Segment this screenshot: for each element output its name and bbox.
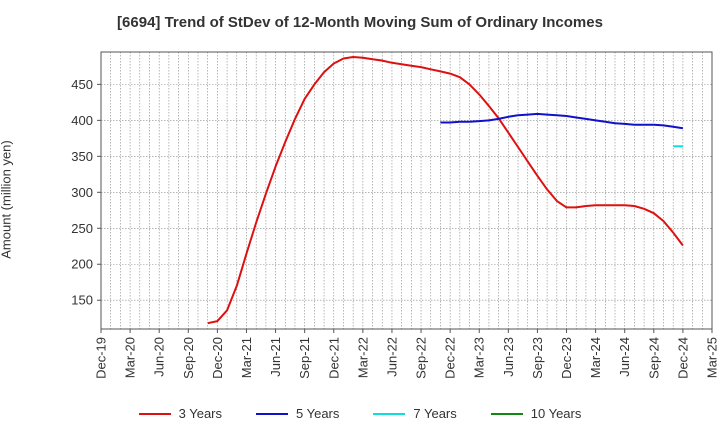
x-tick-label: Mar-23 [472,337,487,378]
legend-label: 10 Years [530,406,582,421]
y-tick-label: 300 [71,185,93,200]
legend-item-10-years: 10 Years [490,406,582,421]
x-tick-label: Jun-22 [384,337,399,377]
x-tick-label: Sep-23 [530,337,545,379]
chart-title: [6694] Trend of StDev of 12-Month Moving… [117,14,603,31]
y-tick-label: 200 [71,257,93,272]
x-tick-label: Sep-24 [646,337,661,379]
legend-item-3-years: 3 Years [138,406,222,421]
legend-swatch [373,412,406,415]
legend-label: 5 Years [296,406,340,421]
y-tick-label: 450 [71,77,93,92]
legend-item-5-years: 5 Years [256,406,339,421]
x-tick-label: Jun-21 [268,337,283,377]
y-tick-label: 400 [71,113,93,128]
x-tick-label: Mar-24 [588,337,603,378]
x-tick-label: Sep-21 [297,337,312,379]
x-tick-label: Mar-20 [123,337,138,378]
x-tick-label: Jun-24 [617,337,632,377]
x-tick-label: Mar-22 [355,337,370,378]
x-tick-label: Mar-21 [239,337,254,378]
y-tick-label: 250 [71,221,93,236]
y-tick-label: 350 [71,149,93,164]
x-tick-label: Dec-24 [675,337,690,379]
x-tick-label: Jun-23 [501,337,516,377]
y-tick-label: 150 [71,293,93,308]
x-tick-label: Dec-20 [210,337,225,379]
chart-legend: 3 Years 5 Years 7 Years 10 Years [0,406,720,421]
legend-swatch [256,412,288,415]
x-tick-label: Dec-23 [559,337,574,379]
x-tick-label: Jun-20 [152,337,167,377]
plot-frame [100,51,713,330]
x-tick-label: Mar-25 [705,337,720,378]
x-tick-label: Dec-19 [94,337,109,379]
legend-label: 3 Years [178,406,222,421]
legend-item-7-years: 7 Years [373,406,457,421]
legend-label: 7 Years [413,406,457,421]
legend-swatch [490,412,523,415]
legend-swatch [138,412,171,415]
x-tick-label: Sep-22 [414,337,429,379]
x-tick-label: Dec-21 [326,337,341,379]
x-tick-label: Dec-22 [443,337,458,379]
x-tick-label: Sep-20 [181,337,196,379]
series-line-5-years [440,112,684,130]
series-line-3-years [207,56,684,325]
